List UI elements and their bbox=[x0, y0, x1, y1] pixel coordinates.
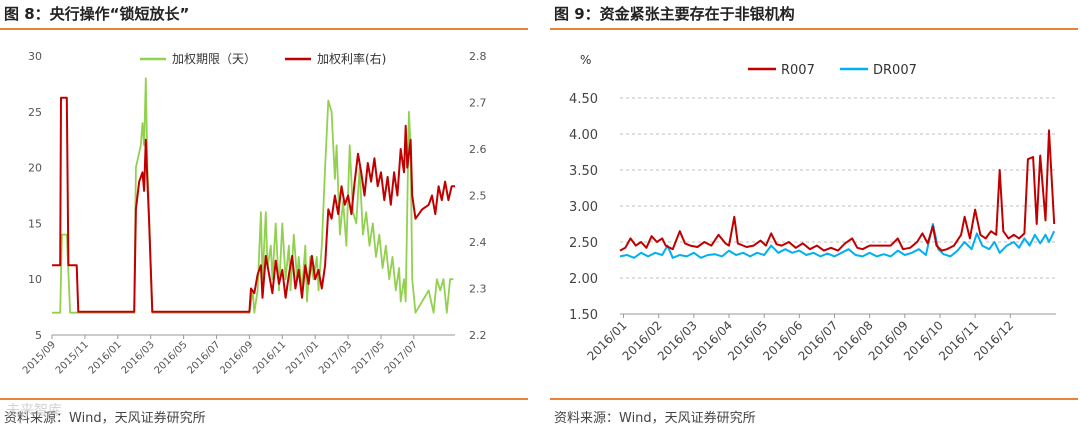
figure-8: 图 8：央行操作“锁短放长” 5 10 15 20 25 30 2.2 2.3 2.4 2.5 2.… bbox=[0, 0, 530, 429]
figure-9-title: 图 9：资金紧张主要存在于非银机构 bbox=[554, 5, 795, 23]
source-rule bbox=[0, 398, 528, 400]
figure-9: 图 9：资金紧张主要存在于非银机构 % 1.50 2.00 2.50 3.00 3.50 4… bbox=[550, 0, 1080, 429]
x-tick-label: 2016/05 bbox=[153, 339, 190, 376]
series-line-weighted-term bbox=[52, 77, 454, 314]
x-tick-label: 2017/05 bbox=[350, 339, 387, 376]
y-tick-label: 3.50 bbox=[569, 164, 598, 179]
legend-label: DR007 bbox=[873, 63, 917, 78]
x-tick-label: 2016/01 bbox=[87, 339, 124, 376]
x-tick-label: 2015/09 bbox=[21, 339, 58, 376]
series-line-r007 bbox=[619, 129, 1056, 252]
y-left-tick-label: 25 bbox=[28, 106, 42, 119]
figure-8-source: 资料来源：Wind，天风证券研究所 bbox=[4, 411, 206, 426]
y-unit-label: % bbox=[580, 53, 591, 67]
figure-9-source: 资料来源：Wind，天风证券研究所 bbox=[554, 411, 756, 426]
x-tick-label: 2017/01 bbox=[284, 339, 321, 376]
source-rule bbox=[550, 398, 1078, 400]
legend-label: R007 bbox=[781, 63, 815, 78]
legend-label: 加权利率(右) bbox=[317, 51, 386, 66]
title-rule bbox=[0, 28, 528, 30]
legend-label: 加权期限（天） bbox=[172, 52, 256, 66]
x-tick-label: 2017/07 bbox=[383, 339, 420, 376]
y-left-tick-label: 15 bbox=[28, 217, 42, 230]
chart-9: %1.502.002.503.003.504.004.502016/012016… bbox=[569, 53, 1056, 363]
x-tick-label: 2015/11 bbox=[54, 339, 91, 376]
series-line-weighted-rate bbox=[52, 96, 455, 313]
y-right-tick-label: 2.5 bbox=[469, 190, 487, 203]
y-tick-label: 4.00 bbox=[569, 128, 598, 143]
y-tick-label: 2.00 bbox=[569, 272, 598, 287]
x-tick-label: 2017/03 bbox=[317, 339, 354, 376]
y-right-tick-label: 2.6 bbox=[469, 143, 487, 156]
series-line-dr007 bbox=[619, 223, 1056, 259]
chart-8: 510152025302.22.32.42.52.62.72.82015/092… bbox=[21, 50, 487, 376]
x-tick-label: 2016/11 bbox=[251, 339, 288, 376]
y-right-tick-label: 2.8 bbox=[469, 50, 487, 63]
watermark: 未来智库 bbox=[6, 403, 62, 419]
y-tick-label: 4.50 bbox=[569, 92, 598, 107]
title-rule bbox=[550, 28, 1078, 30]
figure-8-title: 图 8：央行操作“锁短放长” bbox=[4, 5, 190, 23]
y-right-tick-label: 2.2 bbox=[469, 329, 487, 342]
y-left-tick-label: 10 bbox=[28, 273, 42, 286]
y-left-tick-label: 20 bbox=[28, 162, 42, 175]
y-right-tick-label: 2.3 bbox=[469, 283, 487, 296]
y-right-tick-label: 2.7 bbox=[469, 97, 487, 110]
x-tick-label: 2016/09 bbox=[218, 339, 255, 376]
y-right-tick-label: 2.4 bbox=[469, 236, 487, 249]
y-left-tick-label: 30 bbox=[28, 50, 42, 63]
y-left-tick-label: 5 bbox=[35, 329, 42, 342]
x-tick-label: 2016/07 bbox=[185, 339, 222, 376]
x-tick-label: 2016/03 bbox=[120, 339, 157, 376]
y-tick-label: 3.00 bbox=[569, 200, 598, 215]
y-tick-label: 2.50 bbox=[569, 236, 598, 251]
y-tick-label: 1.50 bbox=[569, 308, 598, 323]
